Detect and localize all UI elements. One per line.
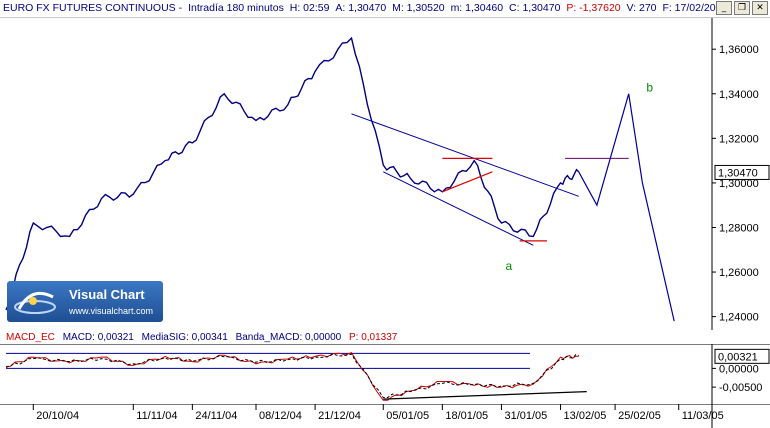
date-tick-label: 31/01/05 (504, 410, 547, 422)
visual-chart-logo: Visual Chart www.visualchart.com (7, 281, 163, 322)
date-tick-label: 08/12/04 (259, 410, 302, 422)
macd-header: MACD_EC MACD: 0,00321 MediaSIG: 0,00341 … (0, 332, 402, 344)
instrument-name: EURO FX FUTURES CONTINUOUS (3, 2, 176, 14)
open-value: A: 1,30470 (335, 2, 387, 14)
high-value: M: 1,30520 (392, 2, 445, 14)
date-tick-label: 18/01/05 (445, 410, 488, 422)
last-price-box (714, 164, 770, 180)
date-tick-label: 24/11/04 (195, 410, 237, 422)
price-tick-label: 1,34000 (719, 89, 759, 101)
restore-icon[interactable]: ❐ (734, 1, 750, 15)
title-bar: EURO FX FUTURES CONTINUOUS - Intradía 180… (0, 0, 770, 18)
macd-indicator-name: MACD_EC (6, 332, 55, 343)
channel-lower-line (383, 171, 534, 246)
macd-series-line (5, 353, 579, 399)
channel-upper-line (351, 113, 579, 197)
price-tick-label: 1,36000 (719, 44, 759, 56)
date-tick-label: 13/02/05 (564, 410, 607, 422)
macd-series-line (5, 351, 579, 401)
price-chart[interactable]: 1,24000 1,26000 1,28000 1,30000 1,32000 1,340… (0, 18, 770, 330)
last-macd-label: 0,00321 (718, 351, 758, 363)
low-value: m: 1,30460 (450, 2, 504, 14)
macd-tick-label: 0,00000 (719, 363, 759, 375)
date-tick-label: 21/12/04 (318, 410, 361, 422)
date-axis: 20/10/04 11/11/04 24/11/04 08/12/04 21/12/04… (0, 404, 770, 428)
wave-label: b (646, 81, 653, 95)
signal-value: MediaSIG: 0,00341 (141, 332, 228, 343)
price-tick-label: 1,26000 (719, 267, 759, 279)
close-icon[interactable]: ✕ (752, 1, 768, 15)
logo-url: www.visualchart.com (69, 306, 154, 316)
hour-value: H: 02:59 (289, 2, 330, 14)
date-tick-label: 11/03/05 (682, 410, 724, 422)
change-value: P: -1,37620 (566, 2, 621, 14)
interval-label: Intradía 180 minutos (188, 2, 284, 14)
visual-chart-logo-icon (14, 291, 56, 314)
window-controls: _ ❐ ✕ (716, 1, 768, 15)
logo-name: Visual Chart (69, 287, 145, 302)
divergence-line (383, 390, 587, 400)
price-tick-label: 1,30000 (719, 178, 759, 190)
price-series-line (5, 36, 580, 311)
projection-path (578, 93, 675, 322)
date-tick-label: 05/01/05 (386, 410, 429, 422)
macd-tick-label: -0,00500 (719, 382, 762, 394)
wave-label: a (505, 259, 512, 273)
price-tick-label: 1,28000 (719, 222, 759, 234)
date-value: F: 17/02/2005 (662, 2, 728, 14)
macd-p-value: P: 0,01337 (348, 332, 398, 343)
close-value: C: 1,30470 (509, 2, 561, 14)
price-tick-label: 1,32000 (719, 133, 759, 145)
last-macd-box (714, 348, 770, 364)
minimize-icon[interactable]: _ (716, 1, 732, 15)
date-tick-label: 25/02/05 (618, 410, 661, 422)
date-tick-label: 11/11/04 (136, 410, 177, 422)
last-price-label: 1,30470 (718, 167, 758, 179)
support-resistance-red-line (442, 171, 493, 193)
date-tick-label: 20/10/04 (36, 410, 79, 422)
macd-value: MACD: 0,00321 (62, 332, 134, 343)
band-value: Banda_MACD: 0,00000 (235, 332, 342, 343)
price-tick-label: 1,24000 (719, 312, 759, 324)
volume-value: V: 270 (626, 2, 657, 14)
macd-chart[interactable]: 0,00000 -0,00500 0,00321 (0, 344, 770, 404)
